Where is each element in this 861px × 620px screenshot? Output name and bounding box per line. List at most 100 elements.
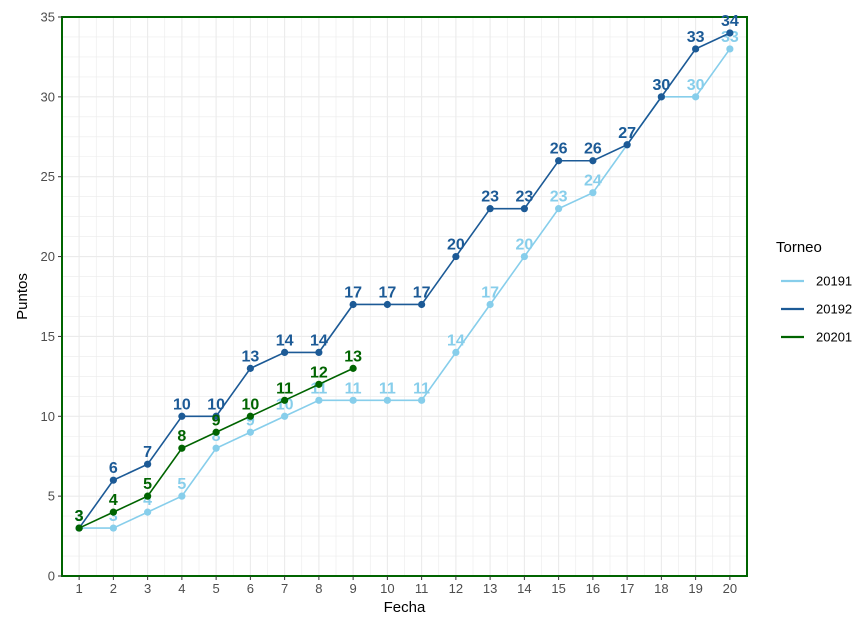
data-label: 12 — [310, 364, 328, 381]
data-label: 26 — [584, 141, 602, 158]
x-tick-labels: 1 2 3 4 5 6 7 8 9 10 11 12 13 14 15 16 17 18 19 20 — [76, 576, 737, 596]
series-line — [79, 48, 731, 529]
data-point — [452, 252, 460, 261]
data-label: 3 — [75, 508, 84, 525]
data-point — [178, 412, 186, 420]
data-label: 3 — [75, 508, 84, 525]
data-label: 3 — [109, 508, 118, 525]
x-tick-label: 6 — [247, 581, 254, 596]
data-point — [109, 524, 117, 532]
data-label: 14 — [276, 332, 294, 349]
data-point — [246, 412, 254, 420]
y-tick-labels: 0 5 10 15 20 25 30 35 — [41, 10, 62, 584]
data-label: 10 — [207, 396, 225, 413]
data-label: 17 — [344, 284, 362, 301]
data-point — [246, 428, 254, 436]
x-tick-label: 10 — [380, 581, 394, 596]
x-tick-label: 2 — [110, 581, 117, 596]
data-label: 14 — [447, 332, 465, 349]
y-tick-label: 0 — [48, 569, 55, 584]
data-point — [178, 492, 186, 500]
data-point — [520, 205, 528, 213]
x-axis-title: Fecha — [384, 599, 426, 616]
data-label: 30 — [687, 77, 705, 94]
data-label: 5 — [143, 476, 152, 493]
legend: Torneo 20191 20192 20201 — [776, 239, 852, 345]
x-tick-label: 9 — [350, 581, 357, 596]
data-point — [383, 300, 391, 309]
data-point — [281, 396, 289, 404]
data-label: 4 — [143, 492, 152, 509]
legend-label-20191: 20191 — [816, 274, 852, 289]
series-line — [78, 32, 731, 529]
data-point — [555, 157, 563, 165]
data-label: 3 — [75, 508, 84, 525]
y-tick-label: 35 — [41, 10, 55, 25]
x-tick-label: 20 — [723, 581, 737, 596]
x-tick-label: 4 — [178, 581, 185, 596]
data-label: 17 — [481, 284, 499, 301]
data-point — [315, 396, 323, 404]
data-label: 33 — [721, 29, 739, 46]
data-point — [418, 300, 426, 309]
x-tick-label: 15 — [551, 581, 565, 596]
data-label: 10 — [241, 396, 259, 413]
x-tick-label: 17 — [620, 581, 634, 596]
data-label: 26 — [550, 141, 568, 158]
legend-label-20192: 20192 — [816, 302, 852, 317]
y-tick-label: 15 — [41, 329, 55, 344]
x-tick-label: 18 — [654, 581, 668, 596]
data-label: 34 — [721, 13, 739, 30]
data-point — [246, 364, 254, 372]
x-tick-label: 7 — [281, 581, 288, 596]
data-label: 17 — [378, 284, 396, 301]
data-label: 9 — [246, 412, 255, 429]
y-tick-label: 10 — [41, 409, 55, 424]
data-label: 6 — [109, 460, 118, 477]
data-point — [349, 396, 357, 404]
data-label: 23 — [481, 189, 499, 206]
legend-title: Torneo — [776, 239, 822, 256]
data-label: 23 — [515, 189, 533, 206]
data-point — [657, 93, 665, 101]
data-label: 7 — [143, 444, 152, 461]
data-label: 10 — [276, 396, 294, 413]
data-point — [75, 524, 83, 532]
data-point — [212, 444, 220, 452]
data-label: 8 — [177, 428, 186, 445]
data-point — [589, 189, 597, 197]
x-tick-label: 1 — [76, 581, 83, 596]
data-point — [726, 45, 734, 53]
data-label: 14 — [310, 332, 328, 349]
data-point — [144, 460, 152, 468]
data-label: 13 — [241, 348, 259, 365]
data-label: 27 — [618, 125, 636, 142]
data-point — [520, 252, 528, 261]
data-point — [486, 205, 494, 213]
data-label: 13 — [344, 348, 362, 365]
data-point — [212, 428, 220, 436]
data-label: 33 — [687, 29, 705, 46]
y-tick-label: 25 — [41, 169, 55, 184]
data-point — [315, 348, 323, 356]
data-label: 11 — [310, 380, 327, 397]
x-tick-label: 13 — [483, 581, 497, 596]
data-label: 9 — [212, 412, 221, 429]
data-point — [555, 205, 563, 213]
data-point — [589, 157, 597, 165]
legend-label-20201: 20201 — [816, 330, 852, 345]
data-point — [692, 93, 700, 101]
data-point — [692, 45, 700, 53]
x-tick-label: 5 — [213, 581, 220, 596]
data-label: 17 — [413, 284, 431, 301]
data-label: 8 — [212, 428, 221, 445]
data-point — [109, 508, 117, 516]
y-tick-label: 30 — [41, 89, 55, 104]
data-point — [726, 29, 734, 37]
data-label: 20 — [515, 237, 533, 254]
data-point — [486, 300, 494, 309]
